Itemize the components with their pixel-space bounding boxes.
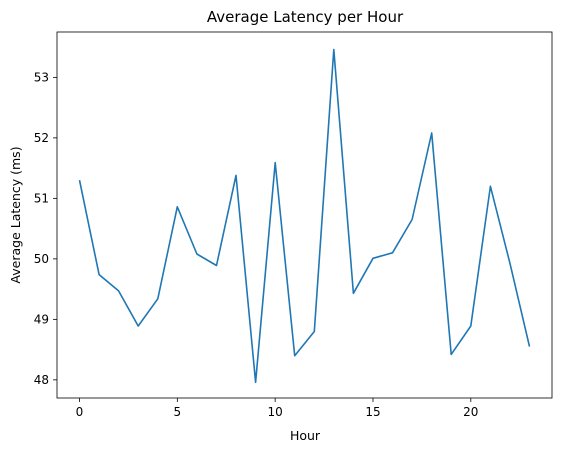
y-tick-label: 49: [34, 312, 49, 326]
y-tick-label: 52: [34, 131, 49, 145]
y-tick-label: 48: [34, 373, 49, 387]
y-tick-label: 53: [34, 70, 49, 84]
y-axis-label: Average Latency (ms): [8, 146, 23, 283]
chart-title: Average Latency per Hour: [207, 8, 404, 26]
y-tick-label: 50: [34, 252, 49, 266]
y-axis-ticks: 48 49 50 51 52 53: [34, 70, 57, 387]
x-tick-label: 10: [268, 405, 283, 419]
plot-area-frame: [56, 31, 553, 399]
x-tick-label: 15: [365, 405, 380, 419]
x-axis-label: Hour: [290, 428, 321, 443]
x-tick-label: 0: [76, 405, 84, 419]
y-tick-label: 51: [34, 191, 49, 205]
x-axis-ticks: 0 5 10 15 20: [76, 398, 478, 419]
x-tick-label: 20: [463, 405, 478, 419]
series-line: [78, 48, 531, 384]
x-tick-label: 5: [174, 405, 182, 419]
